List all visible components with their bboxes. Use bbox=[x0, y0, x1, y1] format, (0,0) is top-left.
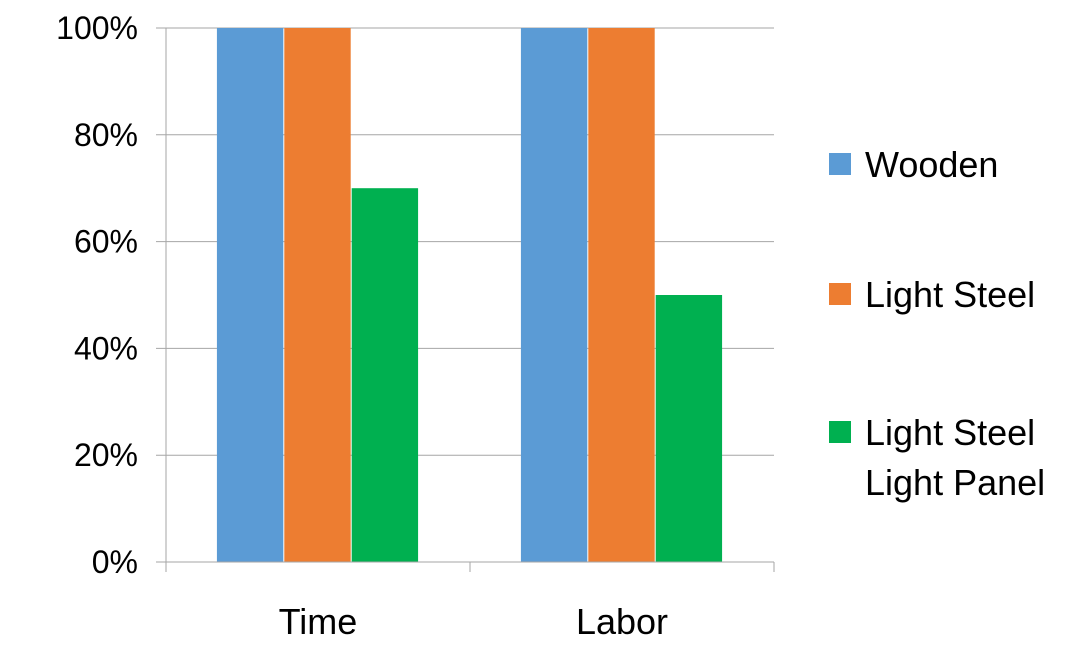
y-tick-label: 60% bbox=[74, 224, 138, 260]
bar-labor-2 bbox=[655, 295, 723, 562]
y-tick-label: 100% bbox=[56, 10, 138, 46]
legend-label: Light Steel bbox=[865, 274, 1035, 315]
legend-swatch bbox=[829, 153, 851, 175]
legend-swatch bbox=[829, 283, 851, 305]
y-tick-label: 40% bbox=[74, 330, 138, 366]
legend-swatch bbox=[829, 421, 851, 443]
bar-time-1 bbox=[284, 28, 351, 562]
x-category-label: Time bbox=[279, 601, 358, 642]
y-tick-label: 0% bbox=[92, 544, 138, 580]
bar-time-0 bbox=[216, 28, 284, 562]
bars bbox=[216, 28, 723, 562]
y-tick-label: 20% bbox=[74, 437, 138, 473]
bar-time-2 bbox=[351, 188, 419, 562]
bar-labor-1 bbox=[588, 28, 655, 562]
axes bbox=[156, 28, 775, 572]
y-tick-label: 80% bbox=[74, 117, 138, 153]
x-category-label: Labor bbox=[576, 601, 668, 642]
legend-label: Wooden bbox=[865, 144, 998, 185]
legend-label: Light Panel bbox=[865, 462, 1045, 503]
bar-labor-0 bbox=[520, 28, 588, 562]
legend: Wooden Light Steel Light Steel Light Panel bbox=[829, 144, 1045, 503]
axis-labels: 0% 20% 40% 60% 80% 100% Time Labor bbox=[56, 10, 668, 642]
legend-label: Light Steel bbox=[865, 412, 1035, 453]
